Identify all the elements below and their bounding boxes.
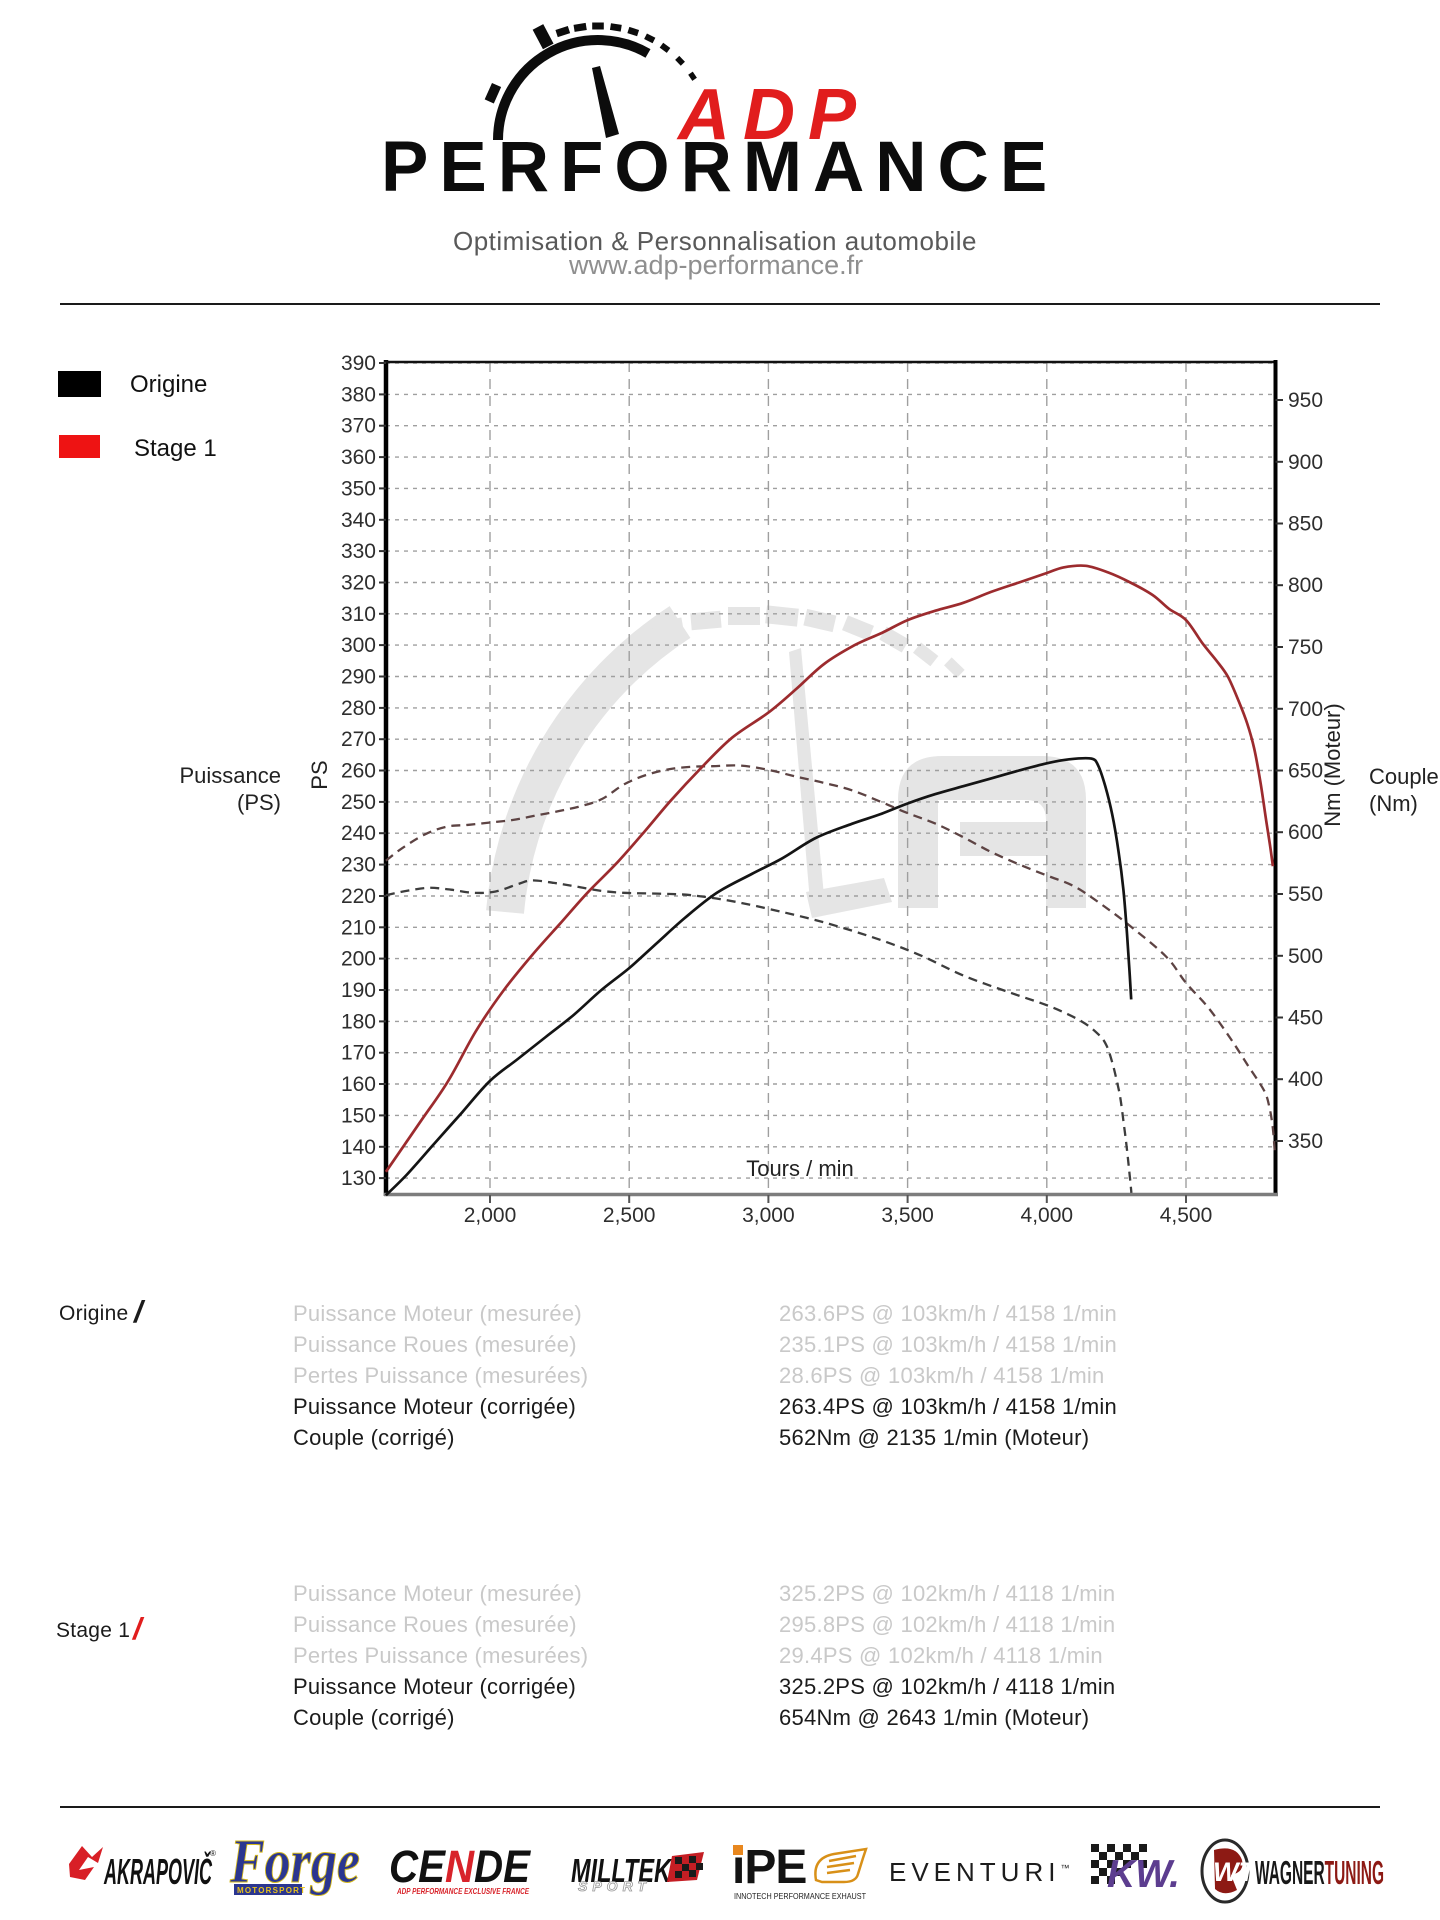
svg-text:Tours / min: Tours / min [746, 1156, 854, 1181]
svg-text:170: 170 [341, 1042, 376, 1065]
svg-text:550: 550 [1288, 883, 1323, 906]
svg-text:MILLTEK: MILLTEK [571, 1852, 673, 1889]
svg-text:210: 210 [341, 916, 376, 939]
svg-text:240: 240 [341, 822, 376, 845]
svg-text:160: 160 [341, 1073, 376, 1096]
svg-text:220: 220 [341, 885, 376, 908]
svg-text:280: 280 [341, 697, 376, 720]
svg-text:3,500: 3,500 [881, 1204, 934, 1227]
svg-text:150: 150 [341, 1104, 376, 1127]
svg-text:Nm (Moteur): Nm (Moteur) [1320, 703, 1345, 826]
svg-text:140: 140 [341, 1136, 376, 1159]
svg-text:ADP PERFORMANCE EXCLUSIVE FRAN: ADP PERFORMANCE EXCLUSIVE FRANCE [396, 1887, 529, 1896]
svg-text:180: 180 [341, 1010, 376, 1033]
svg-text:350: 350 [341, 477, 376, 500]
svg-text:PS: PS [307, 760, 332, 789]
svg-text:Origine: Origine [130, 371, 207, 398]
svg-text:Puissance: Puissance [179, 763, 281, 788]
svg-text:350: 350 [1288, 1130, 1323, 1153]
svg-text:320: 320 [341, 572, 376, 595]
svg-text:340: 340 [341, 509, 376, 532]
svg-text:WAGNERTUNING: WAGNERTUNING [1255, 1854, 1384, 1891]
svg-text:190: 190 [341, 979, 376, 1002]
svg-text:WT: WT [1213, 1857, 1257, 1887]
svg-text:260: 260 [341, 760, 376, 783]
svg-text:4,000: 4,000 [1021, 1204, 1074, 1227]
svg-text:380: 380 [341, 383, 376, 406]
svg-text:700: 700 [1288, 698, 1323, 721]
svg-text:750: 750 [1288, 636, 1323, 659]
svg-text:iPE: iPE [732, 1842, 806, 1894]
svg-text:4,500: 4,500 [1160, 1204, 1213, 1227]
svg-text:INNOTECH PERFORMANCE EXHAUST: INNOTECH PERFORMANCE EXHAUST [734, 1892, 866, 1901]
svg-text:200: 200 [341, 948, 376, 971]
svg-text:250: 250 [341, 791, 376, 814]
svg-text:390: 390 [341, 352, 376, 375]
svg-text:Couple: Couple [1369, 764, 1439, 789]
svg-text:650: 650 [1288, 760, 1323, 783]
svg-text:300: 300 [341, 634, 376, 657]
svg-text:950: 950 [1288, 389, 1323, 412]
svg-text:3,000: 3,000 [742, 1204, 795, 1227]
svg-text:(Nm): (Nm) [1369, 791, 1418, 816]
svg-text:MOTORSPORT: MOTORSPORT [237, 1886, 306, 1895]
svg-text:130: 130 [341, 1167, 376, 1190]
svg-text:310: 310 [341, 603, 376, 626]
svg-text:330: 330 [341, 540, 376, 563]
svg-text:Stage 1: Stage 1 [134, 435, 217, 462]
svg-text:290: 290 [341, 666, 376, 689]
svg-text:900: 900 [1288, 451, 1323, 474]
svg-text:2,500: 2,500 [603, 1204, 656, 1227]
svg-text:230: 230 [341, 854, 376, 877]
svg-text:400: 400 [1288, 1068, 1323, 1091]
svg-text:2,000: 2,000 [464, 1204, 517, 1227]
svg-text:CENDE: CENDE [389, 1844, 532, 1892]
svg-text:®: ® [210, 1849, 216, 1858]
svg-text:600: 600 [1288, 821, 1323, 844]
svg-text:KW.: KW. [1107, 1853, 1180, 1892]
svg-text:(PS): (PS) [237, 790, 281, 815]
svg-text:450: 450 [1288, 1007, 1323, 1030]
svg-text:800: 800 [1288, 574, 1323, 597]
svg-text:370: 370 [341, 415, 376, 438]
svg-text:360: 360 [341, 446, 376, 469]
svg-text:500: 500 [1288, 945, 1323, 968]
svg-text:SPORT: SPORT [578, 1878, 651, 1894]
svg-text:AKRAPOVIČ: AKRAPOVIČ [104, 1850, 213, 1892]
svg-text:270: 270 [341, 728, 376, 751]
svg-text:850: 850 [1288, 513, 1323, 536]
